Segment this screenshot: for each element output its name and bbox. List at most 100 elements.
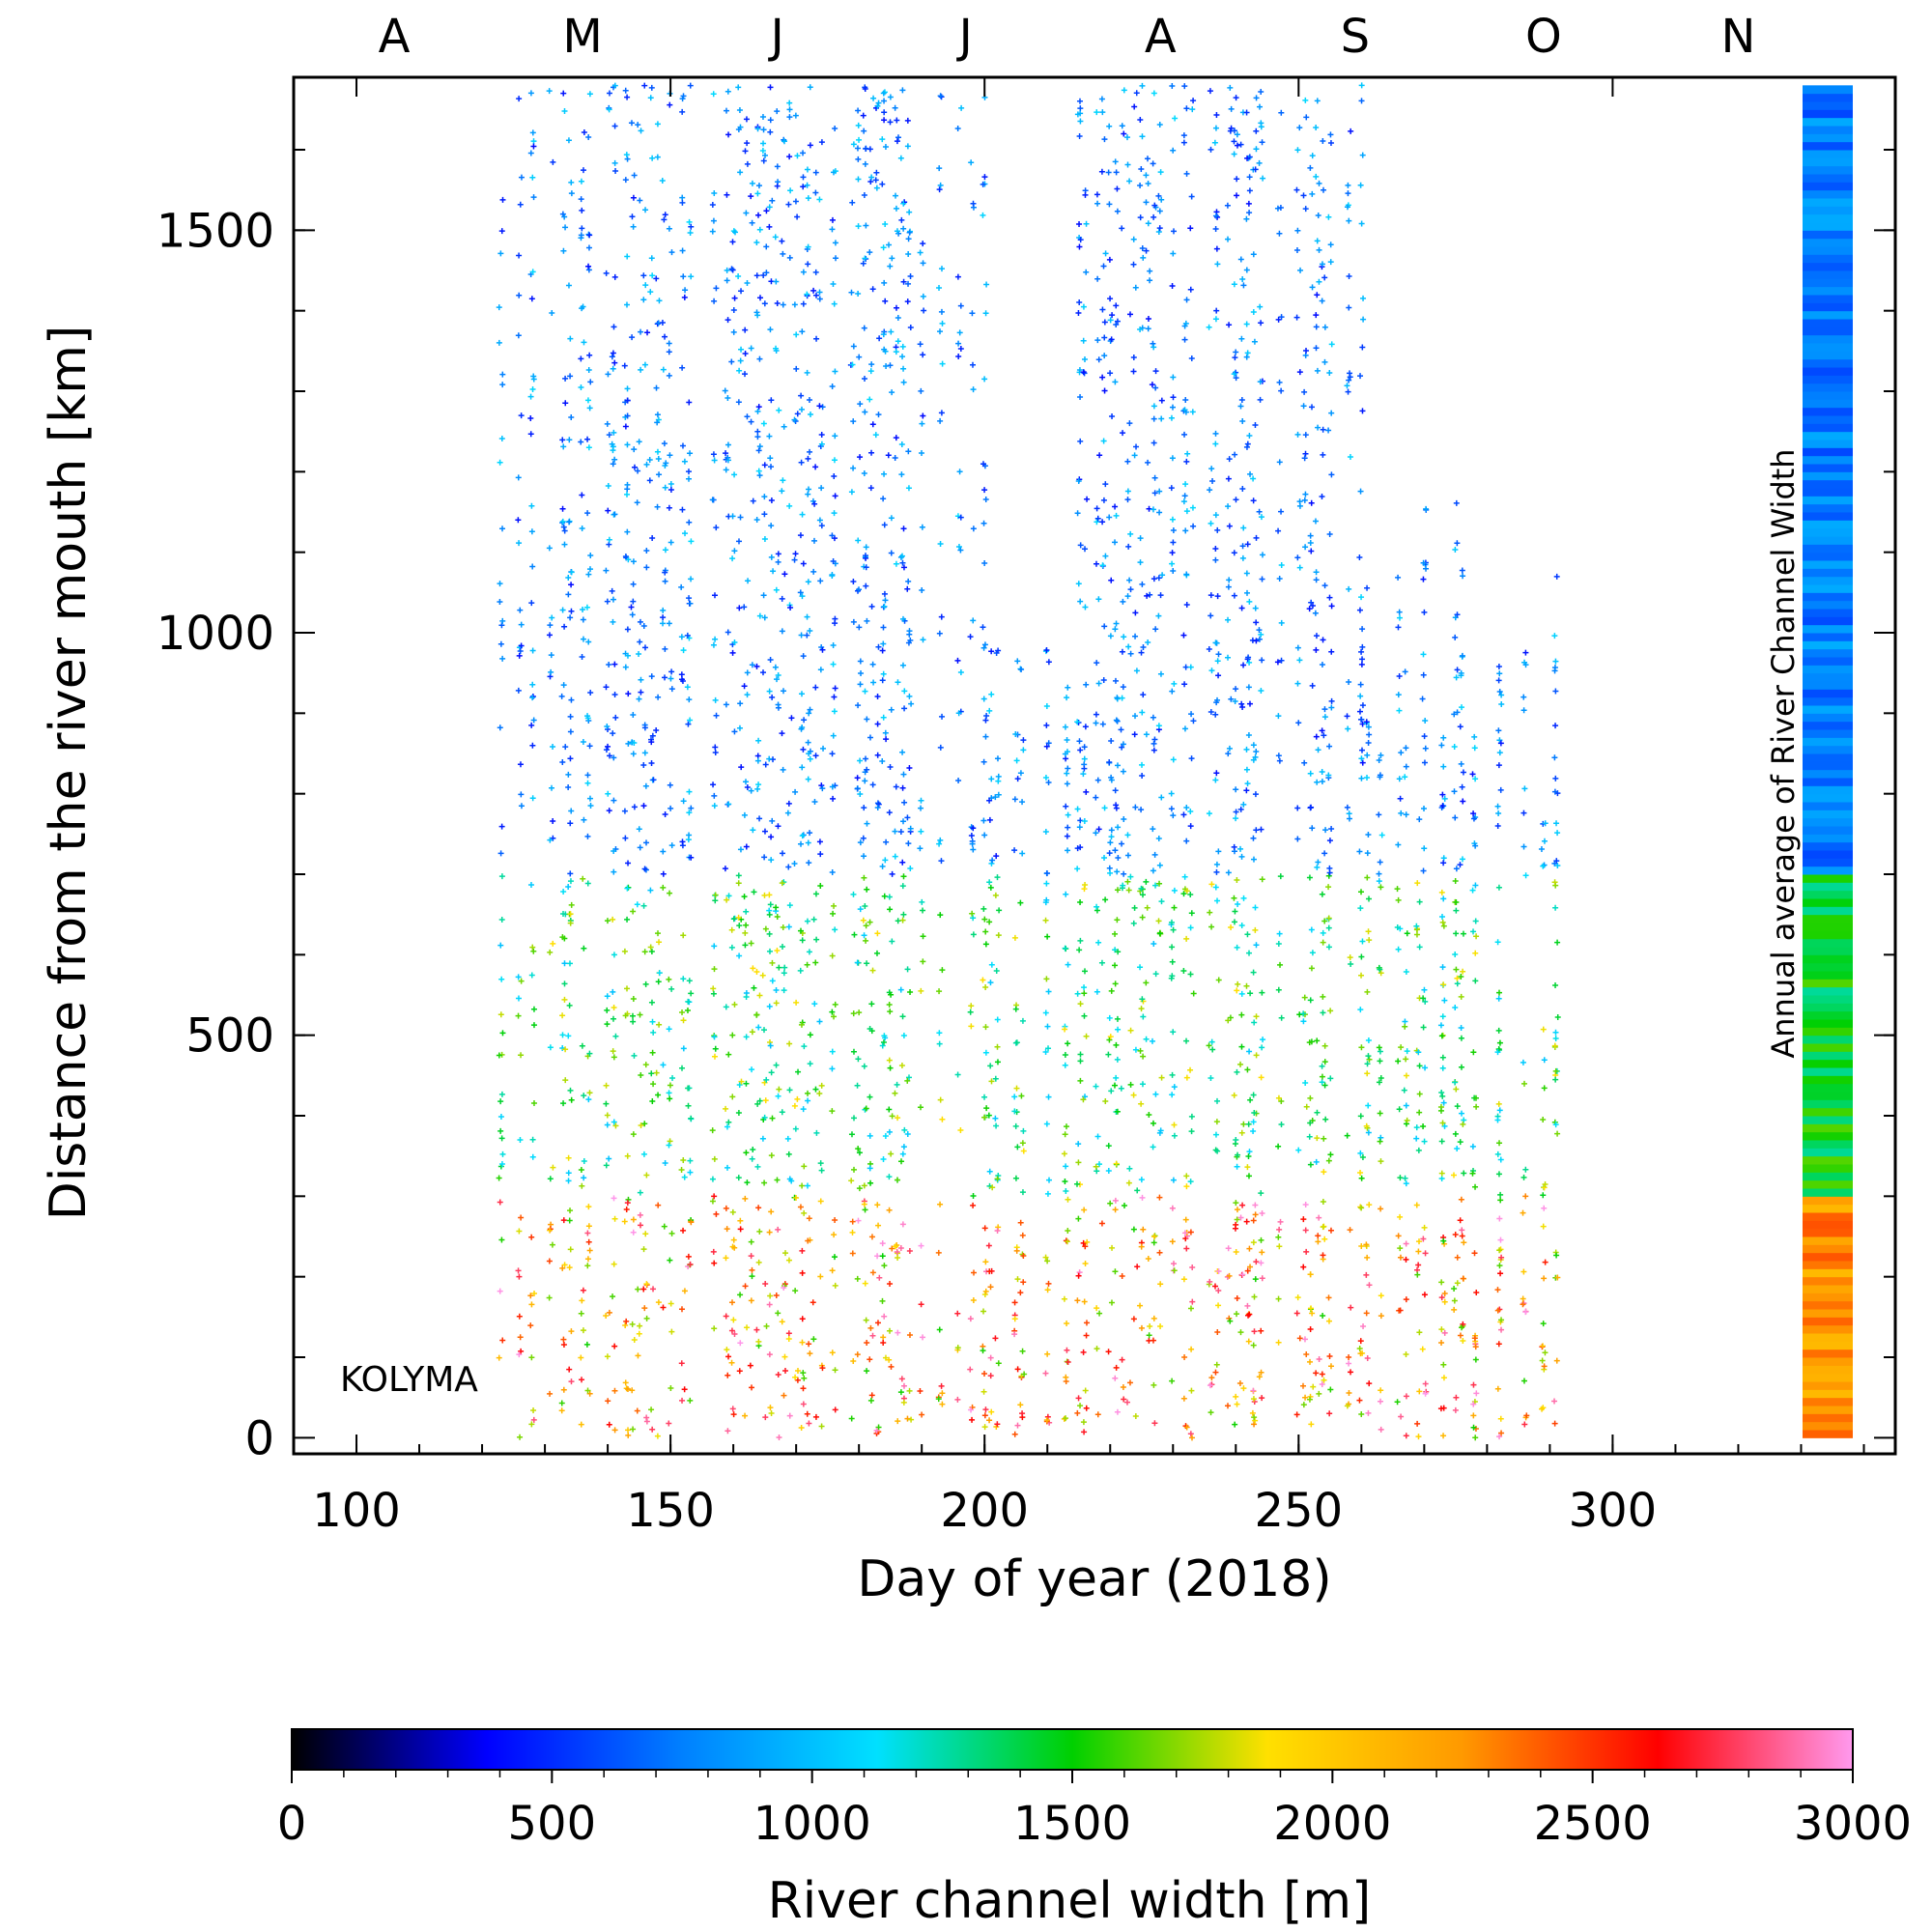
data-point bbox=[970, 1297, 977, 1304]
data-point bbox=[1121, 870, 1127, 877]
data-point bbox=[565, 575, 572, 581]
annual-average-segment bbox=[1803, 793, 1853, 803]
data-point bbox=[1472, 978, 1479, 984]
data-point bbox=[1246, 1149, 1253, 1155]
data-point bbox=[775, 671, 781, 678]
data-point bbox=[1306, 874, 1313, 881]
data-point bbox=[1454, 540, 1461, 547]
data-point bbox=[567, 335, 574, 342]
data-point bbox=[1294, 644, 1301, 651]
data-point bbox=[1042, 917, 1049, 923]
data-point bbox=[605, 507, 611, 514]
data-point bbox=[769, 959, 776, 966]
data-point bbox=[559, 1012, 566, 1019]
data-point bbox=[1496, 737, 1503, 744]
data-point bbox=[603, 1082, 610, 1089]
data-point bbox=[920, 241, 926, 247]
data-point bbox=[1344, 383, 1350, 389]
data-point bbox=[1021, 1371, 1028, 1378]
data-point bbox=[887, 362, 894, 369]
data-point bbox=[1108, 987, 1115, 994]
data-point bbox=[762, 1414, 769, 1421]
annual-average-segment bbox=[1803, 351, 1853, 360]
data-point bbox=[779, 238, 785, 244]
data-point bbox=[810, 1299, 816, 1306]
data-point bbox=[1245, 1173, 1252, 1179]
data-point bbox=[1188, 1128, 1195, 1135]
data-point bbox=[1457, 724, 1463, 730]
data-point bbox=[499, 371, 506, 378]
data-point bbox=[806, 486, 812, 493]
data-point bbox=[1233, 95, 1239, 101]
data-point bbox=[1208, 1038, 1215, 1045]
data-point bbox=[1356, 848, 1363, 855]
annual-average-segment bbox=[1803, 310, 1853, 320]
data-point bbox=[892, 828, 898, 835]
data-point bbox=[679, 1009, 686, 1015]
data-point bbox=[1420, 671, 1427, 678]
data-point bbox=[637, 1211, 643, 1218]
data-point bbox=[529, 795, 536, 802]
data-point bbox=[1246, 174, 1253, 181]
data-point bbox=[624, 916, 631, 923]
data-point bbox=[1043, 702, 1050, 709]
data-point bbox=[1416, 1238, 1422, 1245]
data-point bbox=[659, 320, 666, 327]
data-point bbox=[801, 1209, 808, 1216]
data-point bbox=[498, 1236, 505, 1243]
data-point bbox=[1137, 559, 1144, 566]
data-point bbox=[561, 527, 568, 534]
data-point bbox=[1319, 1079, 1325, 1086]
data-point bbox=[611, 1387, 618, 1394]
data-point bbox=[516, 96, 523, 102]
data-point bbox=[1212, 213, 1219, 219]
data-point bbox=[1227, 1318, 1234, 1324]
data-point bbox=[1094, 777, 1101, 783]
data-point bbox=[1357, 1150, 1364, 1156]
data-point bbox=[882, 1132, 889, 1139]
data-point bbox=[621, 1218, 628, 1225]
data-point bbox=[1171, 1132, 1178, 1139]
data-point bbox=[807, 830, 813, 837]
data-point bbox=[729, 555, 736, 562]
data-point bbox=[905, 485, 912, 492]
data-point bbox=[874, 694, 881, 700]
data-point bbox=[1127, 586, 1134, 593]
data-point bbox=[982, 928, 989, 935]
data-point bbox=[1421, 1224, 1428, 1231]
colorbar-tick-label: 3000 bbox=[1794, 1797, 1912, 1851]
data-point bbox=[988, 1408, 995, 1415]
data-point bbox=[1453, 1394, 1460, 1401]
data-point bbox=[1301, 497, 1308, 503]
data-point bbox=[763, 208, 770, 214]
data-point bbox=[1019, 1410, 1026, 1417]
data-point bbox=[650, 1081, 657, 1088]
data-point bbox=[1238, 853, 1245, 860]
data-point bbox=[1328, 648, 1335, 655]
data-point bbox=[1045, 659, 1052, 666]
data-point bbox=[680, 1017, 687, 1024]
data-point bbox=[687, 1397, 694, 1404]
data-point bbox=[766, 223, 773, 230]
annual-average-segment bbox=[1803, 672, 1853, 682]
data-point bbox=[748, 345, 754, 352]
data-point bbox=[1395, 624, 1402, 631]
data-point bbox=[680, 273, 687, 280]
data-point bbox=[736, 538, 742, 545]
data-point bbox=[497, 1114, 504, 1121]
data-point bbox=[1152, 882, 1159, 889]
annual-average-segment bbox=[1803, 1123, 1853, 1133]
data-point bbox=[1308, 548, 1315, 554]
data-point bbox=[743, 210, 750, 216]
data-point bbox=[1364, 1070, 1371, 1077]
data-point bbox=[580, 167, 586, 174]
data-point bbox=[660, 1062, 667, 1068]
data-point bbox=[730, 916, 737, 923]
data-point bbox=[768, 1152, 775, 1159]
data-point bbox=[1302, 1079, 1309, 1086]
data-point bbox=[897, 986, 904, 993]
data-point bbox=[806, 949, 812, 955]
data-point bbox=[899, 354, 906, 360]
data-point bbox=[832, 368, 838, 375]
data-point bbox=[854, 959, 861, 966]
